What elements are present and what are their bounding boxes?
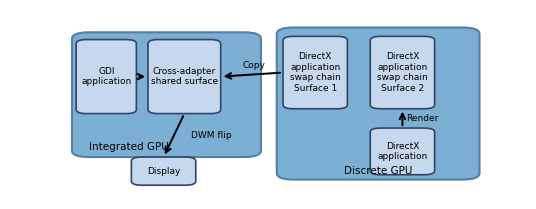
FancyBboxPatch shape <box>131 157 196 185</box>
Text: DirectX
application
swap chain
Surface 2: DirectX application swap chain Surface 2 <box>377 52 428 93</box>
Text: DirectX
application: DirectX application <box>377 141 428 161</box>
FancyBboxPatch shape <box>277 28 480 180</box>
Text: Integrated GPU: Integrated GPU <box>88 142 168 152</box>
FancyBboxPatch shape <box>370 36 435 109</box>
Text: Cross-adapter
shared surface: Cross-adapter shared surface <box>151 67 218 87</box>
FancyBboxPatch shape <box>283 36 347 109</box>
Text: GDI
application: GDI application <box>81 67 131 87</box>
FancyBboxPatch shape <box>370 128 435 175</box>
Text: DirectX
application
swap chain
Surface 1: DirectX application swap chain Surface 1 <box>290 52 340 93</box>
Text: Copy: Copy <box>242 61 265 70</box>
FancyBboxPatch shape <box>72 32 261 157</box>
Text: Display: Display <box>147 167 180 176</box>
FancyBboxPatch shape <box>76 40 136 114</box>
Text: Discrete GPU: Discrete GPU <box>344 166 412 176</box>
Text: DWM flip: DWM flip <box>191 131 231 140</box>
FancyBboxPatch shape <box>148 40 221 114</box>
Text: Render: Render <box>407 114 439 123</box>
